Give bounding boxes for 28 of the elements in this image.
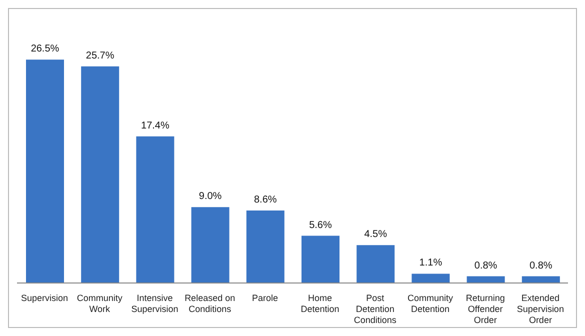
x-tick-label: Returning Offender Order [466, 293, 505, 325]
bar [246, 210, 284, 283]
data-label: 17.4% [141, 120, 170, 132]
bar [81, 66, 120, 283]
x-tick-label: Supervision [21, 293, 68, 303]
bar [412, 274, 450, 283]
data-label: 25.7% [86, 50, 114, 62]
data-label: 26.5% [30, 44, 60, 55]
x-tick-label: Community Work [76, 293, 123, 314]
data-label: 1.1% [419, 258, 442, 269]
x-tick-label: Community Detention [407, 293, 454, 314]
bar [191, 207, 230, 283]
x-tick-label: Released on Conditions [184, 293, 236, 314]
data-label: 8.6% [254, 194, 277, 206]
x-tick-label: Home Detention [300, 293, 340, 314]
data-label: 4.5% [364, 229, 388, 240]
bar [302, 236, 340, 283]
x-tick-label: Parole [252, 293, 278, 303]
x-tick-label: Intensive Supervision [131, 293, 178, 314]
x-tick-label: Extended Supervision Order [516, 293, 564, 325]
bar [356, 245, 395, 283]
bar [136, 136, 174, 283]
data-label: 0.8% [474, 260, 498, 272]
data-label: 0.8% [530, 260, 552, 272]
bar [26, 60, 64, 283]
x-tick-label: Post Detention Conditions [354, 293, 397, 325]
data-label: 9.0% [198, 191, 222, 202]
data-label: 5.6% [309, 220, 332, 231]
